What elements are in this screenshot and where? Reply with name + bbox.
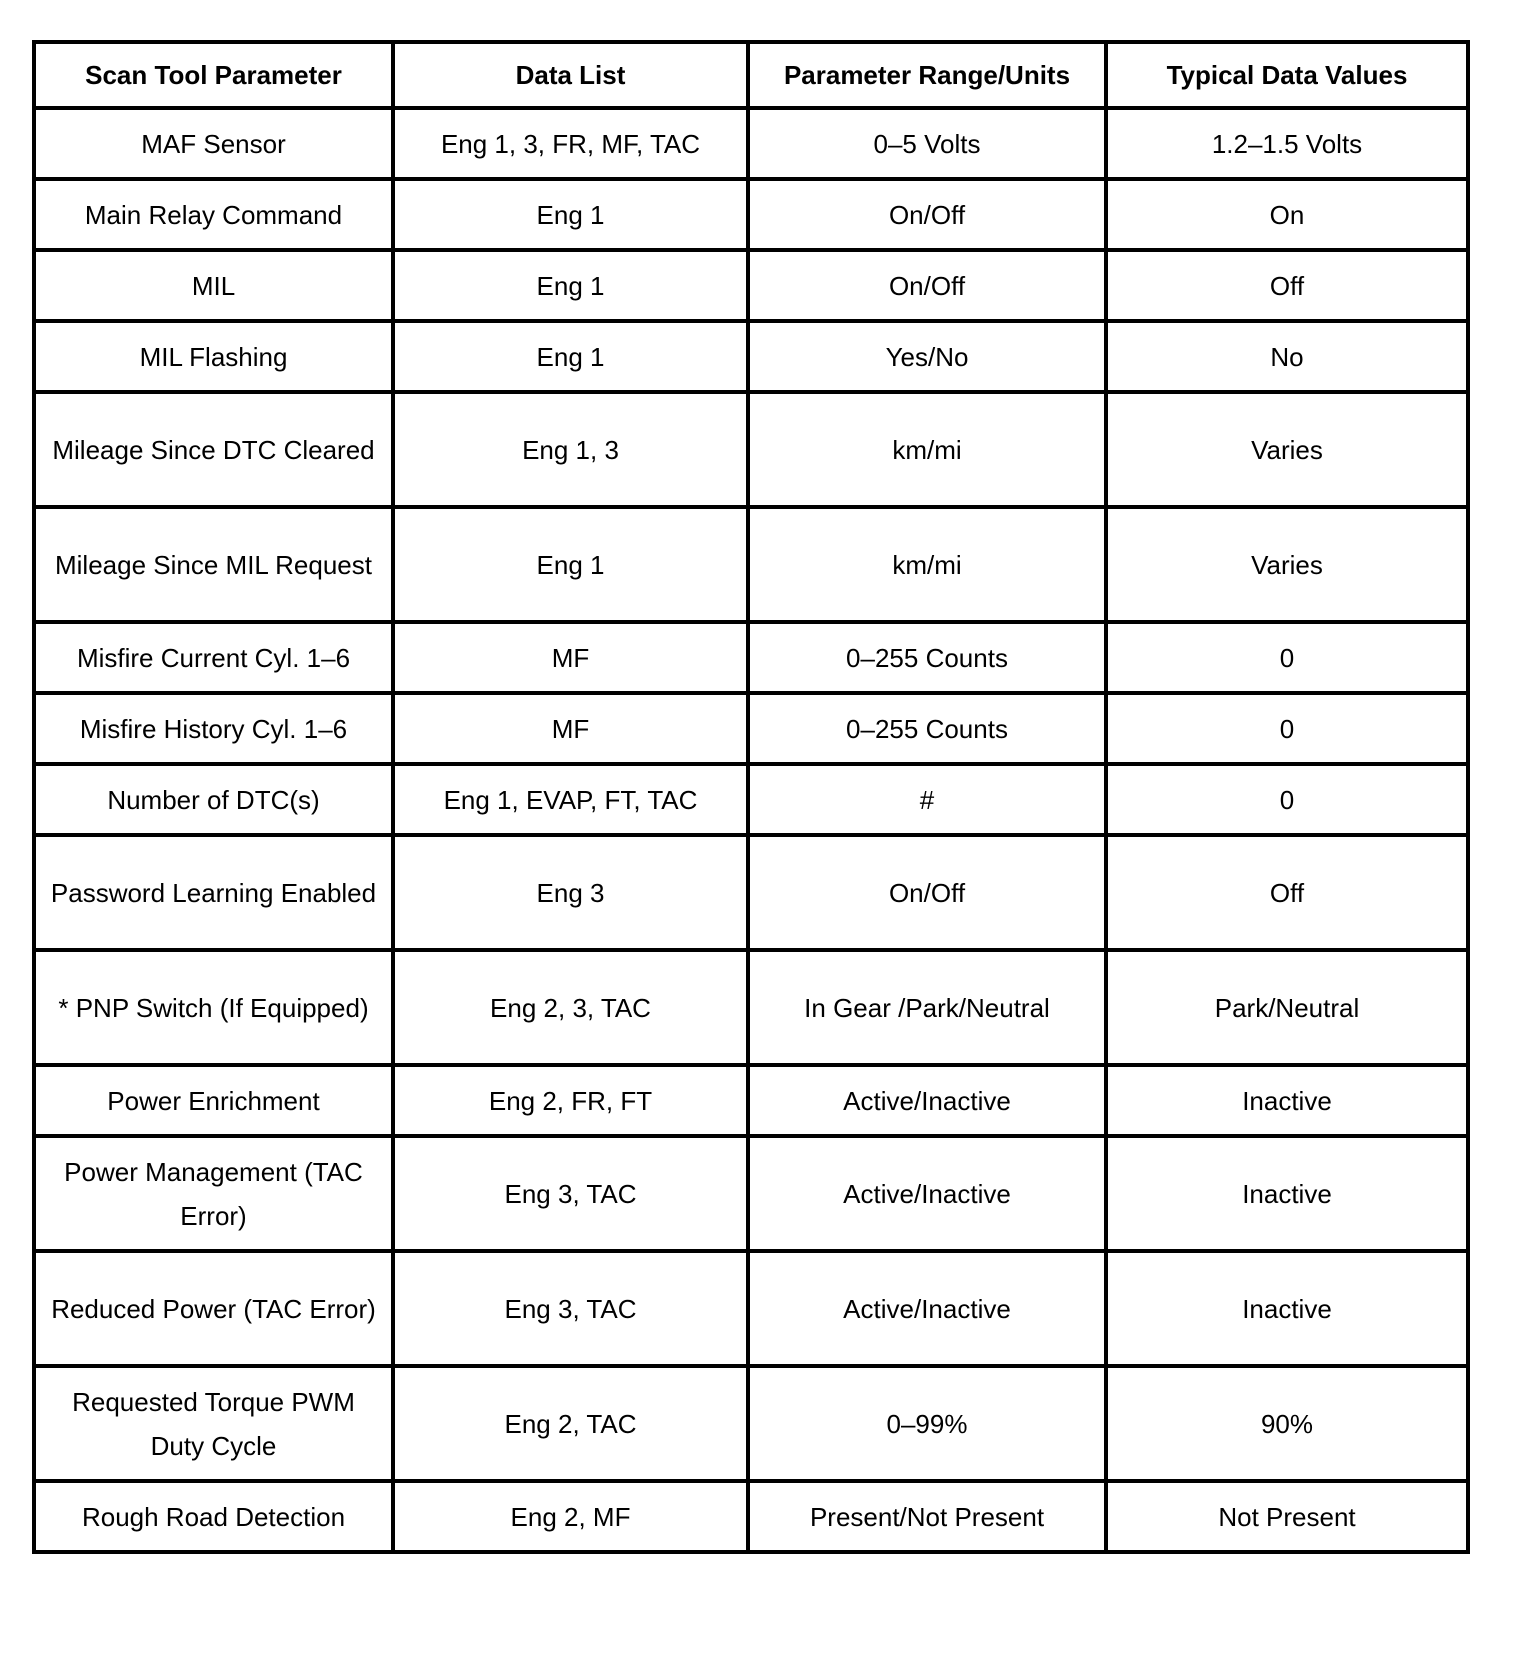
parameter-cell: MIL: [32, 248, 395, 323]
typical-value-cell: No: [1104, 319, 1470, 394]
typical-value-cell: Varies: [1104, 390, 1470, 509]
typical-value-cell: Inactive: [1104, 1063, 1470, 1138]
range-cell: Active/Inactive: [746, 1063, 1108, 1138]
header-parameter-range-units: Parameter Range/Units: [746, 40, 1108, 110]
header-scan-tool-parameter: Scan Tool Parameter: [32, 40, 395, 110]
data-list-cell: Eng 3, TAC: [391, 1249, 750, 1368]
data-list-cell: Eng 3: [391, 833, 750, 952]
table-row: Power Management (TAC Error) Eng 3, TAC Ac…: [32, 1134, 1470, 1253]
data-list-cell: Eng 1: [391, 505, 750, 624]
range-cell: On/Off: [746, 833, 1108, 952]
table-row: Password Learning Enabled Eng 3 On/Off Off: [32, 833, 1470, 952]
data-list-cell: MF: [391, 620, 750, 695]
data-list-cell: Eng 1: [391, 319, 750, 394]
typical-value-cell: 0: [1104, 691, 1470, 766]
data-list-cell: Eng 1, 3: [391, 390, 750, 509]
data-list-cell: MF: [391, 691, 750, 766]
table-row: Power Enrichment Eng 2, FR, FT Active/Inac…: [32, 1063, 1470, 1138]
table-row: Misfire History Cyl. 1–6 MF 0–255 Counts 0: [32, 691, 1470, 766]
typical-value-cell: 0: [1104, 620, 1470, 695]
parameter-cell: Number of DTC(s): [32, 762, 395, 837]
parameter-cell: Mileage Since MIL Request: [32, 505, 395, 624]
typical-value-cell: Park/Neutral: [1104, 948, 1470, 1067]
parameter-cell: Reduced Power (TAC Error): [32, 1249, 395, 1368]
typical-value-cell: Not Present: [1104, 1479, 1470, 1554]
parameter-cell: Rough Road Detection: [32, 1479, 395, 1554]
range-cell: In Gear /Park/Neutral: [746, 948, 1108, 1067]
parameter-cell: Misfire Current Cyl. 1–6: [32, 620, 395, 695]
parameter-cell: MIL Flashing: [32, 319, 395, 394]
data-list-cell: Eng 2, 3, TAC: [391, 948, 750, 1067]
typical-value-cell: On: [1104, 177, 1470, 252]
range-cell: On/Off: [746, 248, 1108, 323]
typical-value-cell: 0: [1104, 762, 1470, 837]
table-row: MIL Eng 1 On/Off Off: [32, 248, 1470, 323]
typical-value-cell: Off: [1104, 833, 1470, 952]
scan-tool-data-table: Scan Tool Parameter Data List Parameter …: [32, 40, 1470, 1554]
table-row: Requested Torque PWM Duty Cycle Eng 2, TA…: [32, 1364, 1470, 1483]
table-row: * PNP Switch (If Equipped) Eng 2, 3, TAC I…: [32, 948, 1470, 1067]
range-cell: km/mi: [746, 390, 1108, 509]
table-row: MIL Flashing Eng 1 Yes/No No: [32, 319, 1470, 394]
parameter-cell: Misfire History Cyl. 1–6: [32, 691, 395, 766]
table-row: Number of DTC(s) Eng 1, EVAP, FT, TAC #0: [32, 762, 1470, 837]
range-cell: 0–255 Counts: [746, 691, 1108, 766]
typical-value-cell: 1.2–1.5 Volts: [1104, 106, 1470, 181]
typical-value-cell: Inactive: [1104, 1249, 1470, 1368]
parameter-cell: Main Relay Command: [32, 177, 395, 252]
range-cell: km/mi: [746, 505, 1108, 624]
typical-value-cell: 90%: [1104, 1364, 1470, 1483]
data-list-cell: Eng 1: [391, 248, 750, 323]
header-typical-data-values: Typical Data Values: [1104, 40, 1470, 110]
typical-value-cell: Varies: [1104, 505, 1470, 624]
parameter-cell: Power Enrichment: [32, 1063, 395, 1138]
parameter-cell: Requested Torque PWM Duty Cycle: [32, 1364, 395, 1483]
range-cell: 0–5 Volts: [746, 106, 1108, 181]
data-list-cell: Eng 2, FR, FT: [391, 1063, 750, 1138]
table-row: Mileage Since DTC Cleared Eng 1, 3 km/mi Va…: [32, 390, 1470, 509]
range-cell: Yes/No: [746, 319, 1108, 394]
range-cell: Active/Inactive: [746, 1134, 1108, 1253]
parameter-cell: * PNP Switch (If Equipped): [32, 948, 395, 1067]
typical-value-cell: Off: [1104, 248, 1470, 323]
table-row: Misfire Current Cyl. 1–6 MF 0–255 Counts 0: [32, 620, 1470, 695]
parameter-cell: Password Learning Enabled: [32, 833, 395, 952]
data-list-cell: Eng 3, TAC: [391, 1134, 750, 1253]
typical-value-cell: Inactive: [1104, 1134, 1470, 1253]
table-row: MAF Sensor Eng 1, 3, FR, MF, TAC 0–5 Volts…: [32, 106, 1470, 181]
data-list-cell: Eng 1, 3, FR, MF, TAC: [391, 106, 750, 181]
range-cell: #: [746, 762, 1108, 837]
range-cell: Active/Inactive: [746, 1249, 1108, 1368]
data-list-cell: Eng 2, MF: [391, 1479, 750, 1554]
data-list-cell: Eng 1: [391, 177, 750, 252]
data-list-cell: Eng 2, TAC: [391, 1364, 750, 1483]
table-row: Rough Road Detection Eng 2, MF Present/Not…: [32, 1479, 1470, 1554]
range-cell: On/Off: [746, 177, 1108, 252]
range-cell: 0–255 Counts: [746, 620, 1108, 695]
table-row: Mileage Since MIL Request Eng 1 km/mi Varie…: [32, 505, 1470, 624]
range-cell: 0–99%: [746, 1364, 1108, 1483]
parameter-cell: Mileage Since DTC Cleared: [32, 390, 395, 509]
parameter-cell: Power Management (TAC Error): [32, 1134, 395, 1253]
table-row: Reduced Power (TAC Error) Eng 3, TAC Activ…: [32, 1249, 1470, 1368]
header-row: Scan Tool Parameter Data List Parameter …: [32, 40, 1470, 110]
header-data-list: Data List: [391, 40, 750, 110]
data-list-cell: Eng 1, EVAP, FT, TAC: [391, 762, 750, 837]
range-cell: Present/Not Present: [746, 1479, 1108, 1554]
parameter-cell: MAF Sensor: [32, 106, 395, 181]
table-row: Main Relay Command Eng 1 On/Off On: [32, 177, 1470, 252]
